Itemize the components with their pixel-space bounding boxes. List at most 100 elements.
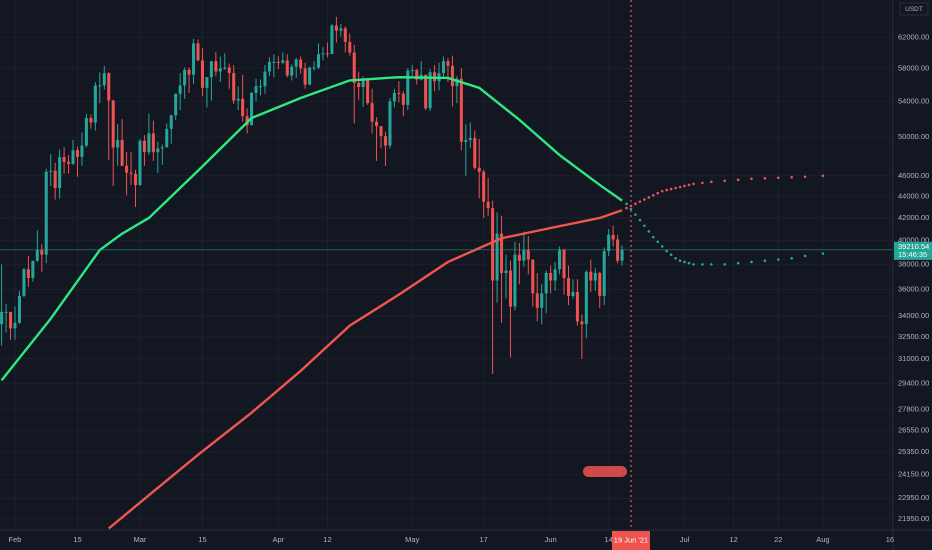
candle-body <box>53 170 57 189</box>
candle-body <box>67 161 71 164</box>
candle-body <box>535 293 539 308</box>
moving-average-line <box>107 209 623 530</box>
candle-body <box>17 295 21 323</box>
candle-body <box>285 60 289 76</box>
candle-body <box>415 69 419 80</box>
projection-dot <box>736 178 740 182</box>
projection-dot <box>665 249 668 253</box>
candle-body <box>482 171 486 202</box>
x-tick-label: 16 <box>886 535 894 544</box>
y-tick-label: 21950.00 <box>898 514 929 523</box>
candle-body <box>410 69 414 71</box>
projection-dot <box>643 224 646 228</box>
candle-body <box>218 68 222 72</box>
projection-dot <box>625 206 628 210</box>
projection-dot <box>634 202 637 206</box>
candle-body <box>98 85 102 87</box>
x-tick-label: 12 <box>729 535 737 544</box>
x-tick-label: 17 <box>480 535 488 544</box>
candle-body <box>348 41 352 53</box>
candle-body <box>263 71 267 87</box>
candle-body <box>611 234 615 240</box>
candle-body <box>549 272 553 281</box>
candle-body <box>343 28 347 42</box>
candle-body <box>352 52 356 83</box>
projection-dot <box>678 185 682 189</box>
y-tick-label: 34000.00 <box>898 311 929 320</box>
candle-body <box>156 148 160 153</box>
candle-body <box>232 73 236 101</box>
axes: 62000.00 58000.00 54000.00 50000.00 46000.00… <box>9 32 932 550</box>
x-tick-label: Mar <box>134 535 147 544</box>
candle-body <box>517 254 521 261</box>
candle-body <box>589 271 593 281</box>
y-tick-label: 25350.00 <box>898 447 929 456</box>
candle-body <box>446 61 450 66</box>
projection-dot <box>803 175 807 179</box>
projection-dot <box>723 179 727 183</box>
candle-body <box>35 249 39 261</box>
y-tick-label: 50000.00 <box>898 132 929 141</box>
projection-dot <box>763 259 767 263</box>
projection-dot <box>803 254 807 258</box>
candle-body <box>93 85 97 123</box>
x-tick-label: Feb <box>9 535 22 544</box>
x-tick-label: 14 <box>604 535 612 544</box>
candle-body <box>116 139 120 148</box>
candle-body <box>147 133 151 153</box>
projection-dot <box>647 196 651 199</box>
candle-body <box>370 103 374 122</box>
x-tick-label: 15 <box>198 535 206 544</box>
candle-body <box>129 172 133 174</box>
projection-dot <box>638 200 642 203</box>
last-price-box <box>894 241 932 260</box>
projection-dot <box>660 245 664 248</box>
countdown-label: 15:46:35 <box>898 250 927 259</box>
y-tick-label: 29400.00 <box>898 378 929 387</box>
candle-body <box>71 150 75 164</box>
projection-dot <box>701 263 704 266</box>
crosshair-label-box <box>611 531 650 550</box>
projection-dot <box>687 261 691 265</box>
x-tick-label: Jul <box>680 535 690 544</box>
candle-body <box>58 157 62 189</box>
candle-body <box>299 59 303 69</box>
candle-body <box>468 138 472 140</box>
candle-body <box>258 86 263 88</box>
projection-dot <box>821 174 825 178</box>
candle-body <box>214 61 218 72</box>
y-tick-label: 62000.00 <box>898 32 929 41</box>
projection-dot <box>652 235 655 239</box>
candle-body <box>281 60 285 63</box>
candle-body <box>388 101 392 146</box>
y-tick-label: 42000.00 <box>898 213 929 222</box>
projection-dot <box>629 207 633 211</box>
x-tick-label: 15 <box>73 535 81 544</box>
projection-dot <box>701 181 704 185</box>
moving-average-line <box>0 75 623 381</box>
candle-body <box>138 140 142 185</box>
candle-body <box>4 311 8 313</box>
candle-body <box>504 270 508 273</box>
candle-body <box>196 43 200 61</box>
candle-body <box>566 277 571 296</box>
candle-body <box>558 249 562 270</box>
candle-body <box>102 73 106 86</box>
y-tick-label: 58000.00 <box>898 63 929 72</box>
event-marker[interactable] <box>583 466 627 477</box>
projection-dot <box>674 186 677 190</box>
candle-body <box>508 270 512 307</box>
candle-body <box>441 61 446 74</box>
candle-body <box>22 269 26 296</box>
candle-body <box>459 78 463 142</box>
projection-dot <box>750 177 753 181</box>
candle-body <box>593 272 597 281</box>
candle-body <box>160 147 164 149</box>
candle-body <box>584 271 588 325</box>
candle-body <box>250 92 254 126</box>
candle-body <box>361 80 365 88</box>
projection-dot <box>790 175 793 179</box>
candle-body <box>62 157 66 162</box>
y-tick-label: 32500.00 <box>898 332 929 341</box>
